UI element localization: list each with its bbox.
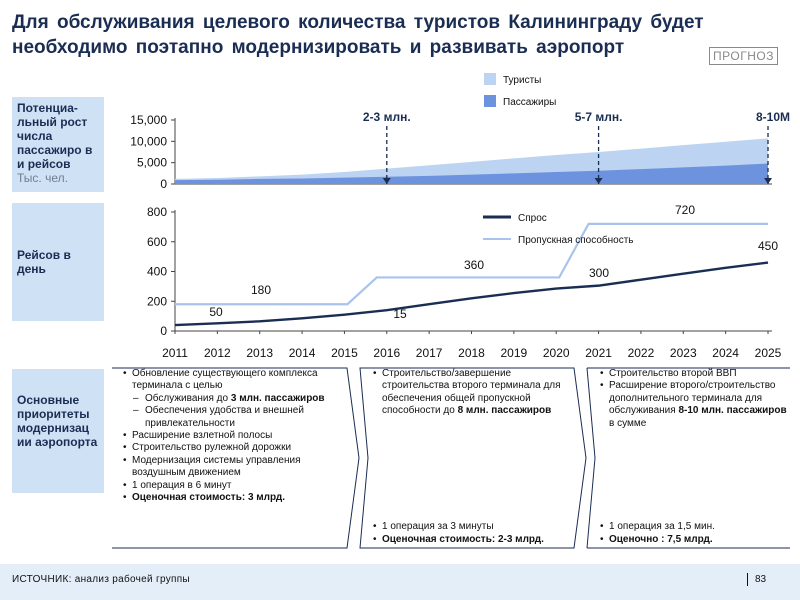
line-x-tick-label: 2019 <box>501 346 528 360</box>
legend-label-demand: Спрос <box>518 213 547 224</box>
priority-item: Строительство рулежной дорожки <box>123 442 353 455</box>
line-x-tick-label: 2021 <box>585 346 612 360</box>
priority-highlight: 8 млн. пассажиров <box>457 405 552 417</box>
source-note: ИСТОЧНИК: анализ рабочей группы <box>12 574 190 585</box>
line-y-tick-label: 800 <box>147 205 167 219</box>
data-label: 50 <box>209 305 223 319</box>
priority-item: 1 операция за 1,5 мин. <box>600 521 715 534</box>
line-x-tick-label: 2023 <box>670 346 697 360</box>
priorities-box: Основные приоритеты модернизац ии аэропо… <box>12 369 104 493</box>
milestone-label: 2-3 млн. <box>363 110 411 124</box>
area-y-tick-label: 10,000 <box>130 134 167 148</box>
priority-highlight: Оценочно : 7,5 млрд. <box>609 533 713 545</box>
line-y-tick-label: 400 <box>147 265 167 279</box>
legend-label-capacity: Пропускная способность <box>518 234 634 246</box>
legend-swatch-passengers <box>484 95 496 107</box>
line-x-tick-label: 2011 <box>162 346 188 360</box>
data-label: 720 <box>675 203 695 217</box>
priority-highlight: 8-10 млн. пассажиров <box>678 405 787 417</box>
priority-item: Строительство второй ВВП <box>600 368 790 381</box>
priority-subitem: Обслуживания до 3 млн. пассажиров <box>123 392 353 406</box>
line-x-tick-label: 2017 <box>416 346 443 360</box>
milestone-arrow <box>594 178 603 184</box>
line-x-tick-label: 2013 <box>246 346 273 360</box>
capacity-line <box>175 222 768 306</box>
priority-item: Оценочная стоимость: 2-3 млрд. <box>373 533 544 547</box>
title-line-1: Для обслуживания целевого количества тур… <box>12 12 704 33</box>
line-x-tick-label: 2014 <box>289 346 316 360</box>
priority-highlight: 3 млн. пассажиров <box>230 392 325 404</box>
priority-item: Строительство/завершение строительства в… <box>373 368 578 418</box>
priority-item: Оценочно : 7,5 млрд. <box>600 533 715 547</box>
phase-2-list: Строительство/завершение строительства в… <box>363 368 578 418</box>
line-x-tick-label: 2022 <box>628 346 655 360</box>
line-x-tick-label: 2018 <box>458 346 485 360</box>
data-label: 300 <box>589 266 609 280</box>
line-x-tick-label: 2025 <box>755 346 782 360</box>
phase-1-list: Обновление существующего комплекса терми… <box>113 368 353 505</box>
page-number: 83 <box>746 573 767 586</box>
priority-phase-1: Обновление существующего комплекса терми… <box>113 368 353 548</box>
line-x-tick-label: 2024 <box>712 346 739 360</box>
line-y-tick-label: 0 <box>160 324 167 338</box>
priority-phase-3: Строительство второй ВВПРасширение второ… <box>590 368 790 548</box>
forecast-stamp: ПРОГНОЗ <box>709 47 778 65</box>
potential-growth-unit: Тыс. чел. <box>17 171 68 185</box>
line-x-tick-label: 2015 <box>331 346 358 360</box>
potential-growth-box: Потенциа-льный рост числа пассажиро в и … <box>12 97 104 192</box>
legend-label-passengers: Пассажиры <box>503 97 556 108</box>
priority-item: Расширение взлетной полосы <box>123 430 353 443</box>
footer-bar: ИСТОЧНИК: анализ рабочей группы 83 <box>0 564 800 600</box>
line-x-tick-label: 2012 <box>204 346 231 360</box>
priority-subitem: Обеспечения удобства и внешней привлекат… <box>123 405 353 430</box>
demand-line <box>174 261 769 327</box>
flights-per-day-box: Рейсов в день <box>12 203 104 321</box>
priority-highlight: Оценочная стоимость: 2-3 млрд. <box>382 533 544 545</box>
priority-highlight: Оценочная стоимость: 3 млрд. <box>132 492 286 504</box>
flights-per-day-label: Рейсов в день <box>17 248 71 276</box>
area-y-tick-label: 15,000 <box>130 113 167 127</box>
phase-2-summary: 1 операция за 3 минутыОценочная стоимост… <box>363 521 544 546</box>
phase-3-summary: 1 операция за 1,5 мин.Оценочно : 7,5 млр… <box>590 521 715 546</box>
line-x-tick-label: 2020 <box>543 346 570 360</box>
potential-growth-label: Потенциа-льный рост числа пассажиро в и … <box>17 101 93 171</box>
milestone-arrow <box>764 178 772 184</box>
priority-phase-2: Строительство/завершение строительства в… <box>363 368 578 548</box>
milestone-label: 8-10M <box>756 110 790 124</box>
priority-item: Обновление существующего комплекса терми… <box>123 368 353 393</box>
data-label: 360 <box>464 258 484 272</box>
legend-label-tourists: Туристы <box>503 75 541 86</box>
line-y-tick-label: 600 <box>147 235 167 249</box>
page-title: Для обслуживания целевого количества тур… <box>12 10 712 60</box>
priorities-label: Основные приоритеты модернизац ии аэропо… <box>17 393 98 449</box>
legend-swatch-tourists <box>484 73 496 85</box>
data-label: 450 <box>758 239 778 253</box>
phase-3-list: Строительство второй ВВПРасширение второ… <box>590 368 790 430</box>
area-series-passengers <box>175 163 768 184</box>
priority-item: 1 операция в 6 минут <box>123 480 353 493</box>
line-x-tick-label: 2016 <box>373 346 400 360</box>
title-line-2: необходимо поэтапно модернизировать и ра… <box>12 37 625 58</box>
data-label: 15 <box>393 307 407 321</box>
data-label: 180 <box>251 283 271 297</box>
priority-item: Модернизация системы управления воздушны… <box>123 455 353 480</box>
area-y-tick-label: 0 <box>160 177 167 191</box>
line-y-tick-label: 200 <box>147 294 167 308</box>
priority-item: Оценочная стоимость: 3 млрд. <box>123 492 353 505</box>
milestone-label: 5-7 млн. <box>575 110 623 124</box>
milestone-arrow <box>382 178 391 184</box>
priority-item: 1 операция за 3 минуты <box>373 521 544 534</box>
priority-item: Расширение второго/строительство дополни… <box>600 380 790 430</box>
area-y-tick-label: 5,000 <box>137 156 167 170</box>
